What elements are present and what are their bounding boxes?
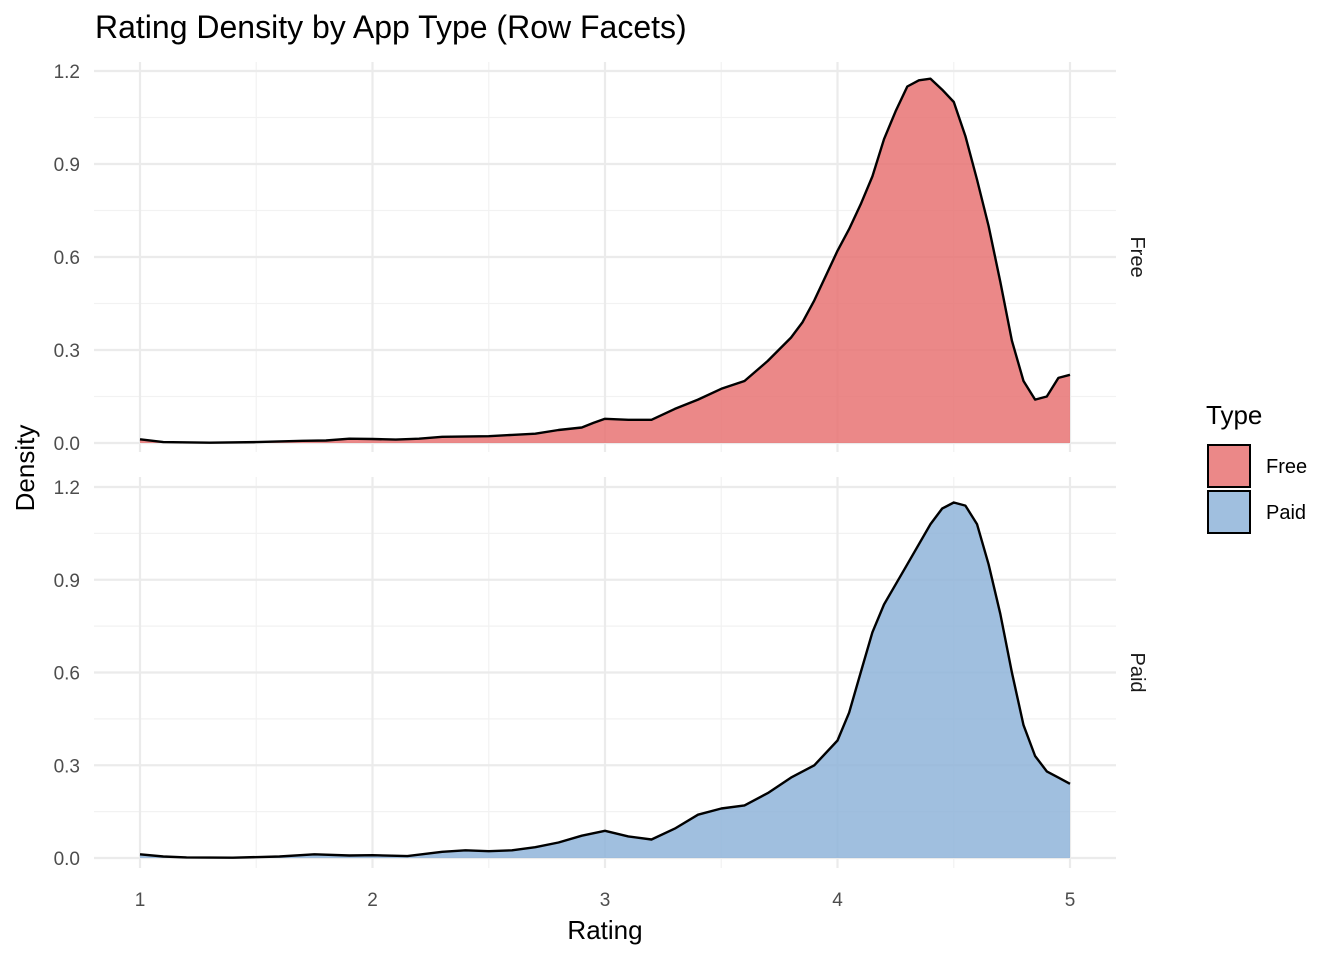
x-tick-label: 4 (832, 890, 843, 911)
legend-key-paid (1207, 490, 1251, 534)
y-tick-label: 0.3 (54, 756, 80, 777)
facet-strip-label: Paid (1126, 652, 1148, 692)
density-line-paid (139, 501, 1071, 859)
legend-label: Free (1266, 456, 1307, 478)
x-axis: 1 2 3 4 5 (135, 890, 1076, 911)
facet-strip-label: Free (1126, 236, 1148, 277)
y-tick-label: 0.6 (54, 664, 80, 685)
legend: Type Free Paid (1206, 400, 1307, 534)
x-tick-label: 2 (367, 890, 378, 911)
y-tick-label: 0.9 (54, 571, 80, 592)
legend-key-free (1207, 444, 1251, 488)
facet-panels: 0.0 0.3 0.6 0.9 1.2 Free 0.0 0.3 0.6 0.9 1.2 Paid (54, 62, 1148, 870)
x-tick-label: 3 (600, 890, 611, 911)
y-tick-label: 0.6 (54, 248, 80, 269)
x-tick-label: 1 (135, 890, 146, 911)
density-line-free (139, 77, 1071, 444)
x-axis-title: Rating (567, 915, 642, 945)
density-area-paid (140, 502, 1070, 858)
y-tick-label: 0.9 (54, 155, 80, 176)
facet-panel-free: 0.0 0.3 0.6 0.9 1.2 Free (54, 62, 1148, 455)
facet-panel-paid: 0.0 0.3 0.6 0.9 1.2 Paid (54, 477, 1148, 870)
y-axis-title: Density (10, 425, 40, 512)
x-tick-label: 5 (1065, 890, 1076, 911)
chart-title: Rating Density by App Type (Row Facets) (95, 9, 687, 45)
legend-label: Paid (1266, 502, 1306, 524)
y-tick-label: 0.3 (54, 341, 80, 362)
legend-title: Type (1206, 400, 1262, 430)
y-tick-label: 0.0 (54, 434, 80, 455)
y-tick-label: 1.2 (54, 62, 80, 83)
y-tick-label: 0.0 (54, 849, 80, 870)
density-area-free (140, 78, 1070, 443)
y-tick-label: 1.2 (54, 478, 80, 499)
